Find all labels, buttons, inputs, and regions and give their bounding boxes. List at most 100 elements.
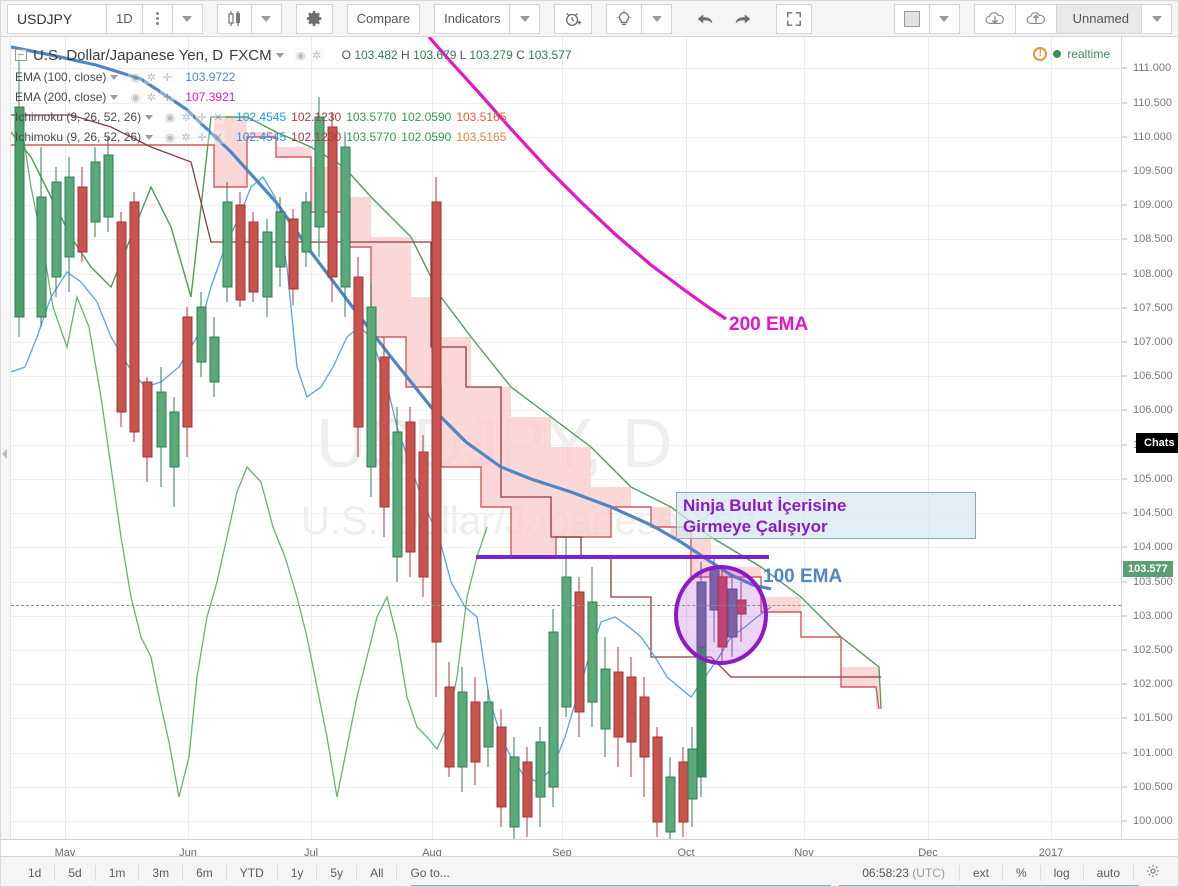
collapse-icon[interactable]: – <box>15 49 27 61</box>
price-tick-label: 102.000 <box>1133 678 1173 690</box>
range-button-1d[interactable]: 1d <box>28 865 42 880</box>
chart-style-button[interactable] <box>216 3 252 34</box>
eye-icon[interactable]: ◉ <box>163 110 178 124</box>
legend-study-row[interactable]: EMA (200, close) ◉ ✲ ✛ 107.3921 <box>15 87 572 107</box>
undo-button[interactable] <box>686 4 724 34</box>
price-tick-label: 105.000 <box>1133 473 1173 485</box>
chats-button[interactable]: Chats <box>1136 433 1178 453</box>
symbol-group: USDJPY 1D <box>7 3 203 34</box>
chart-legend: – U.S. Dollar/Japanese Yen, D FXCM ◉ ✲ O… <box>15 43 572 147</box>
close-icon[interactable]: ✕ <box>211 110 226 124</box>
study-value: 102.0590 <box>401 110 452 124</box>
chart-style-dropdown-button[interactable] <box>251 3 282 34</box>
interval-button[interactable]: 1D <box>107 3 143 34</box>
eye-icon[interactable]: ◉ <box>128 90 143 104</box>
close-icon[interactable]: ✕ <box>211 130 226 144</box>
connection-status-label: realtime <box>1067 47 1110 61</box>
add-icon[interactable]: ✛ <box>195 130 210 144</box>
range-button-ytd[interactable]: YTD <box>239 865 264 880</box>
gear-icon[interactable]: ✲ <box>309 48 324 62</box>
chart-plot[interactable]: USDJPY, D U.S. Dollar/Japanese Yen <box>11 37 1121 839</box>
exclamation-circle-icon[interactable]: ! <box>1033 47 1048 61</box>
indicators-dropdown-button[interactable] <box>510 3 541 34</box>
ellipse-highlight-drawing[interactable] <box>674 565 768 665</box>
go-to-button[interactable]: Go to... <box>410 865 450 880</box>
divider <box>396 864 398 881</box>
text-note-annotation[interactable]: Ninja Bulut İçerisine Girmeye Çalışıyor <box>676 492 976 539</box>
load-layout-button[interactable] <box>973 3 1016 34</box>
study-actions: ◉ ✲ ✛ ✕ <box>163 110 226 124</box>
layout-dropdown-button[interactable] <box>929 3 960 34</box>
ema-100-label[interactable]: 100 EMA <box>763 566 843 587</box>
rail-collapse-handle[interactable] <box>2 449 7 459</box>
ohlc-c-label: C <box>516 48 525 62</box>
price-tick-label: 104.500 <box>1133 507 1173 519</box>
range-button-1y[interactable]: 1y <box>290 865 304 880</box>
save-layout-button[interactable] <box>1015 3 1057 34</box>
eye-icon[interactable]: ◉ <box>128 70 143 84</box>
divider <box>94 864 96 881</box>
layout-name-dropdown-button[interactable] <box>1142 3 1172 34</box>
percent-scale-button[interactable]: % <box>1015 865 1027 880</box>
clock-display[interactable]: 06:58:23 (UTC) <box>848 866 959 880</box>
chevron-down-icon[interactable] <box>145 114 154 120</box>
layout-select-button[interactable] <box>893 3 930 34</box>
range-button-all[interactable]: All <box>370 865 384 880</box>
add-icon[interactable]: ✛ <box>160 70 175 84</box>
gear-icon[interactable]: ✲ <box>144 70 159 84</box>
ema-200-label[interactable]: 200 EMA <box>729 314 809 335</box>
symbol-input[interactable]: USDJPY <box>7 3 107 34</box>
chevron-down-icon[interactable] <box>275 52 284 58</box>
study-actions: ◉ ✲ ✛ <box>128 70 175 84</box>
range-button-1m[interactable]: 1m <box>108 865 126 880</box>
connection-status[interactable]: ! realtime <box>1033 47 1110 61</box>
note-line-1: Ninja Bulut İçerisine <box>683 496 847 515</box>
more-intervals-button[interactable] <box>142 3 173 34</box>
range-button-5d[interactable]: 5d <box>68 865 82 880</box>
range-button-3m[interactable]: 3m <box>152 865 170 880</box>
create-alert-button[interactable] <box>554 3 593 34</box>
study-value: 107.3921 <box>185 90 236 104</box>
price-axis[interactable]: 111.000 110.500 110.000 109.500 109.000 … <box>1121 37 1178 839</box>
study-value: 102.0590 <box>401 130 452 144</box>
study-value: 102.1230 <box>291 110 342 124</box>
save-load-group: Unnamed <box>973 3 1172 34</box>
eye-icon[interactable]: ◉ <box>293 48 308 62</box>
legend-study-row[interactable]: Ichimoku (9, 26, 52, 26) ◉ ✲ ✛ ✕ 102.454… <box>15 107 572 127</box>
add-icon[interactable]: ✛ <box>160 90 175 104</box>
legend-title-row[interactable]: – U.S. Dollar/Japanese Yen, D FXCM ◉ ✲ O… <box>15 43 572 67</box>
compare-button[interactable]: Compare <box>346 3 421 34</box>
fullscreen-button[interactable] <box>776 3 813 34</box>
legend-study-row[interactable]: EMA (100, close) ◉ ✲ ✛ 103.9722 <box>15 67 572 87</box>
legend-study-row[interactable]: Ichimoku (9, 26, 52, 26) ◉ ✲ ✛ ✕ 102.454… <box>15 127 572 147</box>
fullscreen-icon <box>787 11 802 26</box>
ext-hours-button[interactable]: ext <box>972 865 989 880</box>
eye-icon[interactable]: ◉ <box>163 130 178 144</box>
price-tick-label: 103.500 <box>1133 576 1173 588</box>
gear-icon[interactable]: ✲ <box>179 110 194 124</box>
publish-idea-button[interactable] <box>606 3 643 34</box>
horizontal-ray-drawing[interactable] <box>476 555 769 559</box>
chevron-down-icon[interactable] <box>145 134 154 140</box>
indicators-button[interactable]: Indicators <box>434 3 511 34</box>
auto-scale-button[interactable]: auto <box>1096 865 1120 880</box>
redo-button[interactable] <box>724 4 762 34</box>
chevron-down-icon[interactable] <box>110 94 119 100</box>
interval-dropdown-button[interactable] <box>172 3 203 34</box>
add-icon[interactable]: ✛ <box>195 110 210 124</box>
horizontal-scrollbar[interactable] <box>1 885 1178 886</box>
gear-icon[interactable]: ✲ <box>144 90 159 104</box>
chart-settings-button[interactable] <box>295 3 333 34</box>
range-button-5y[interactable]: 5y <box>330 865 344 880</box>
chevron-down-icon[interactable] <box>110 74 119 80</box>
legend-ohlc: O 103.482 H 103.679 L 103.279 C 103.577 <box>342 48 572 62</box>
layout-name-label[interactable]: Unnamed <box>1056 3 1142 34</box>
divider <box>1039 864 1041 881</box>
chart-area[interactable]: USDJPY, D U.S. Dollar/Japanese Yen <box>1 37 1178 865</box>
ideas-dropdown-button[interactable] <box>642 3 673 34</box>
log-scale-button[interactable]: log <box>1053 865 1070 880</box>
chevron-down-icon <box>519 15 530 22</box>
gear-icon[interactable] <box>1134 864 1172 881</box>
range-button-6m[interactable]: 6m <box>196 865 213 880</box>
gear-icon[interactable]: ✲ <box>179 130 194 144</box>
